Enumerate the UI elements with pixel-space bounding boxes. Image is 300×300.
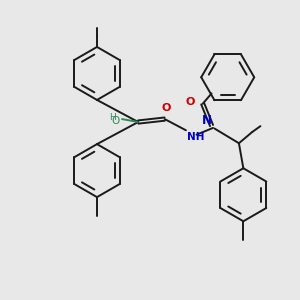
Text: N: N — [202, 114, 212, 127]
Text: H: H — [110, 113, 116, 122]
Text: O: O — [161, 103, 171, 112]
Text: O: O — [185, 97, 194, 107]
Text: NH: NH — [187, 132, 204, 142]
Text: O: O — [112, 116, 120, 126]
